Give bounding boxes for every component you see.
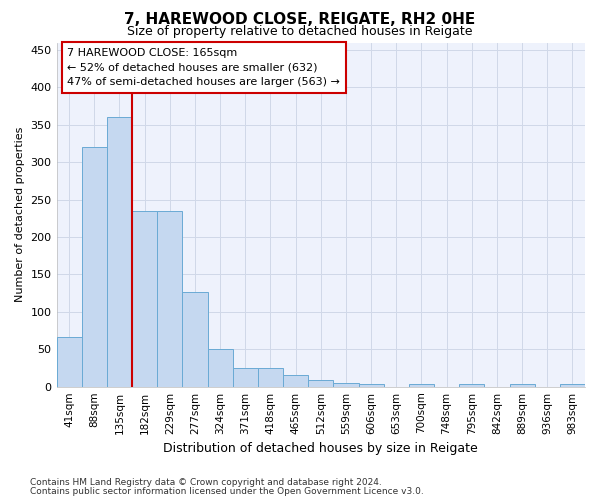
Bar (182, 292, 208, 386)
Text: Size of property relative to detached houses in Reigate: Size of property relative to detached ho… (127, 25, 473, 38)
Bar (334, 383, 359, 386)
Text: Contains HM Land Registry data © Crown copyright and database right 2024.: Contains HM Land Registry data © Crown c… (30, 478, 382, 487)
Bar (560, 384, 585, 386)
Text: 7, HAREWOOD CLOSE, REIGATE, RH2 0HE: 7, HAREWOOD CLOSE, REIGATE, RH2 0HE (124, 12, 476, 28)
Bar (82, 148, 107, 386)
Bar (56, 336, 82, 386)
Bar (233, 368, 258, 386)
Bar (409, 384, 434, 386)
Bar (459, 384, 484, 386)
Text: 7 HAREWOOD CLOSE: 165sqm
← 52% of detached houses are smaller (632)
47% of semi-: 7 HAREWOOD CLOSE: 165sqm ← 52% of detach… (67, 48, 340, 88)
Bar (258, 368, 283, 386)
Bar (283, 376, 308, 386)
Bar (157, 211, 182, 386)
Bar (208, 350, 233, 387)
Text: Contains public sector information licensed under the Open Government Licence v3: Contains public sector information licen… (30, 486, 424, 496)
Bar (308, 380, 334, 386)
X-axis label: Distribution of detached houses by size in Reigate: Distribution of detached houses by size … (163, 442, 478, 455)
Bar (107, 118, 132, 386)
Bar (509, 384, 535, 386)
Y-axis label: Number of detached properties: Number of detached properties (15, 127, 25, 302)
Bar (359, 384, 383, 386)
Bar (132, 211, 157, 386)
